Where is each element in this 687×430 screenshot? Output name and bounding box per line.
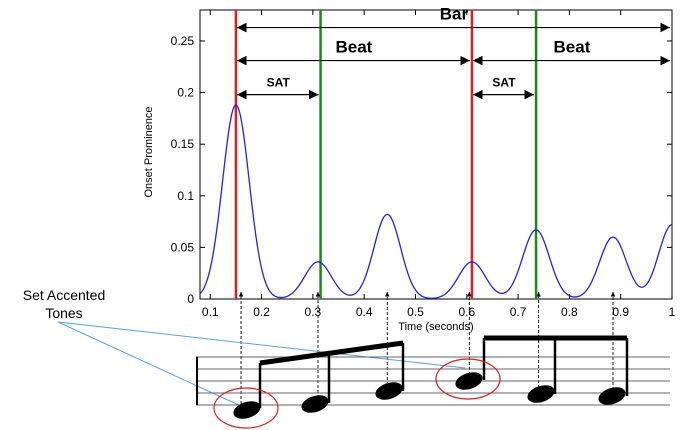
x-tick-label: 0.8: [561, 305, 578, 319]
x-tick-label: 0.5: [407, 305, 424, 319]
note-head: [598, 387, 626, 405]
y-tick-label: 0.15: [171, 137, 195, 151]
note-head: [375, 382, 403, 400]
y-tick-label: 0.1: [177, 189, 194, 203]
side-label-line2: Tones: [45, 305, 82, 321]
y-tick-label: 0.25: [171, 34, 195, 48]
x-tick-label: 0.2: [253, 305, 270, 319]
onset-curve: [199, 104, 673, 299]
accent-circle-2: [435, 358, 501, 400]
note-head: [527, 385, 555, 403]
x-tick-label: 1: [669, 305, 676, 319]
x-axis: 0.1 0.2 0.3 0.4 0.5 0.6 0.7 0.8 0.9 1: [202, 10, 676, 319]
y-tick-label: 0: [187, 292, 194, 306]
x-tick-label: 0.9: [612, 305, 629, 319]
y-axis: 0 0.05 0.1 0.15 0.2 0.25: [171, 34, 672, 306]
plot-frame: [199, 9, 673, 300]
y-tick-label: 0.2: [177, 86, 194, 100]
y-axis-label: Onset Prominence: [143, 106, 155, 197]
note-head: [233, 401, 261, 419]
side-label-line1: Set Accented: [23, 287, 106, 303]
x-tick-label: 0.7: [510, 305, 527, 319]
annotations: Bar Beat Beat SAT SAT: [236, 5, 670, 100]
x-tick-label: 0.3: [305, 305, 322, 319]
note-group-2: [455, 335, 629, 405]
annotation-label: Bar: [440, 5, 469, 24]
beat-lines: [234, 10, 538, 299]
pointer-line-1: [57, 321, 244, 408]
pointer-line-2: [57, 321, 466, 369]
note-group-1: [233, 340, 405, 419]
y-tick-label: 0.05: [171, 240, 195, 254]
note-head: [301, 395, 329, 413]
x-tick-label: 0.6: [458, 305, 475, 319]
x-tick-label: 0.4: [356, 305, 373, 319]
x-axis-label: Time (seconds): [398, 321, 473, 333]
accent-circle-1: [213, 387, 279, 429]
annotation-label: SAT: [492, 76, 516, 90]
annotation-label: Beat: [335, 38, 372, 57]
onset-markers: [238, 292, 616, 404]
annotation-label: Beat: [554, 38, 591, 57]
x-tick-label: 0.1: [202, 305, 219, 319]
annotation-label: SAT: [267, 76, 291, 90]
music-staff: [196, 356, 670, 406]
note-head: [455, 372, 483, 390]
